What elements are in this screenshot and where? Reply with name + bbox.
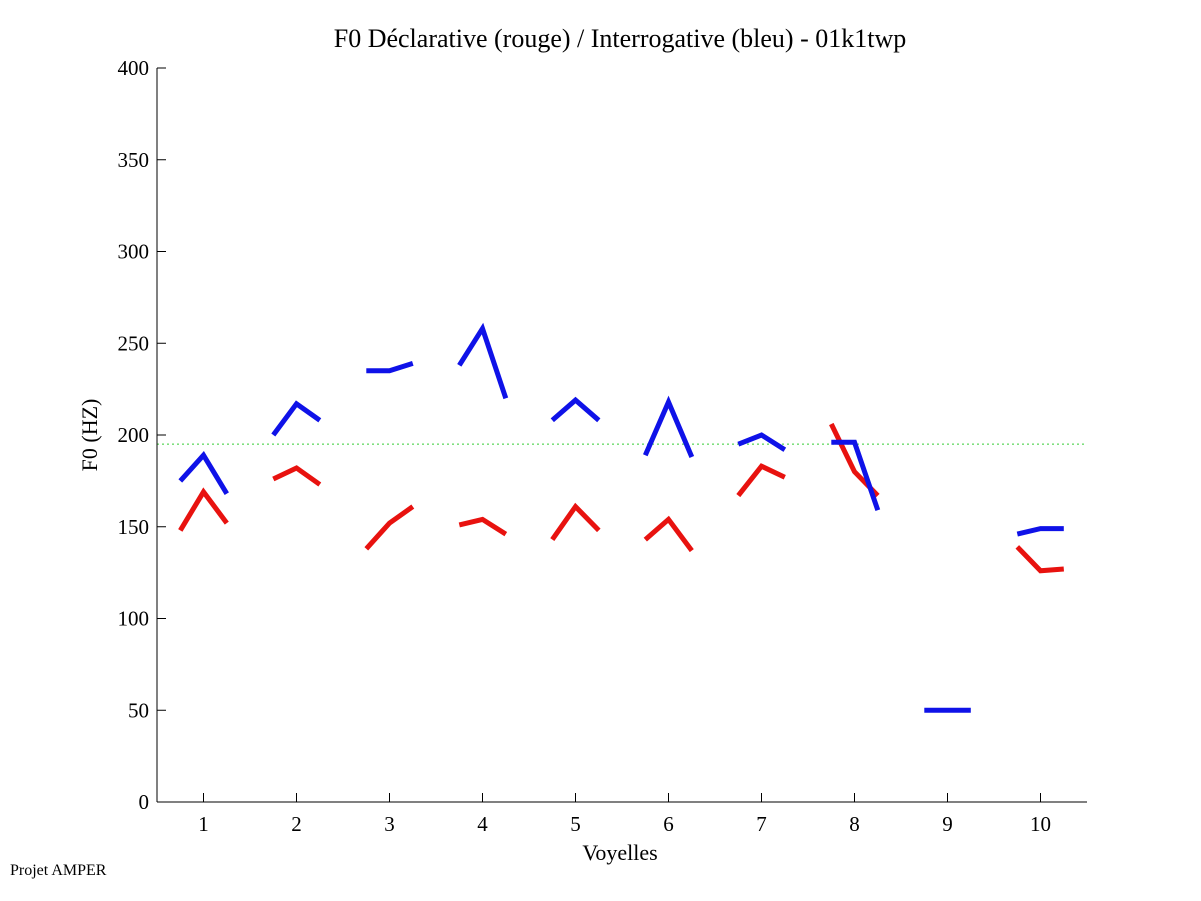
credit-text: Projet AMPER <box>10 862 107 879</box>
y-axis-label: F0 (HZ) <box>77 399 102 472</box>
y-tick-label: 300 <box>118 240 150 264</box>
series-d-clarative <box>178 422 1064 574</box>
series-line-vowel-2 <box>271 400 322 437</box>
series-line-vowel-4 <box>458 516 508 537</box>
y-tick-label: 400 <box>118 56 150 80</box>
x-axis: 1 2 3 4 5 6 7 8 9 10 <box>157 793 1087 836</box>
y-tick-label: 100 <box>118 607 150 631</box>
series-line-vowel-5 <box>550 502 601 542</box>
y-axis: 0 50 100 150 200 250 300 350 400 <box>118 56 166 814</box>
series-line-vowel-3 <box>364 504 415 551</box>
series-layer <box>178 322 1064 713</box>
x-axis-label: Voyelles <box>582 840 657 865</box>
x-tick-label: 9 <box>942 812 953 836</box>
y-tick-label: 150 <box>118 515 150 539</box>
series-line-vowel-5 <box>550 396 601 423</box>
series-line-vowel-10 <box>1016 526 1064 537</box>
series-line-vowel-4 <box>457 322 509 400</box>
chart-title: F0 Déclarative (rouge) / Interrogative (… <box>334 24 907 53</box>
x-tick-label: 3 <box>384 812 395 836</box>
x-tick-label: 5 <box>570 812 581 836</box>
y-tick-label: 0 <box>139 790 150 814</box>
x-tick-label: 2 <box>291 812 302 836</box>
y-tick-label: 250 <box>118 331 150 355</box>
y-tick-label: 200 <box>118 423 150 447</box>
series-line-vowel-1 <box>178 487 229 532</box>
x-tick-label: 6 <box>663 812 674 836</box>
series-interrogative <box>178 322 1064 713</box>
x-tick-label: 1 <box>198 812 209 836</box>
x-tick-label: 10 <box>1030 812 1051 836</box>
series-line-vowel-6 <box>643 515 694 553</box>
series-line-vowel-7 <box>737 432 787 452</box>
series-line-vowel-1 <box>178 451 229 495</box>
series-line-vowel-6 <box>643 395 695 458</box>
series-line-vowel-7 <box>736 463 786 498</box>
series-line-vowel-8 <box>831 439 881 512</box>
series-line-vowel-10 <box>1015 545 1064 574</box>
y-tick-label: 350 <box>118 148 150 172</box>
series-line-vowel-3 <box>366 361 414 374</box>
x-tick-label: 7 <box>756 812 767 836</box>
series-line-vowel-2 <box>272 465 322 487</box>
y-tick-label: 50 <box>128 698 149 722</box>
x-tick-label: 8 <box>849 812 860 836</box>
x-tick-label: 4 <box>477 812 488 836</box>
